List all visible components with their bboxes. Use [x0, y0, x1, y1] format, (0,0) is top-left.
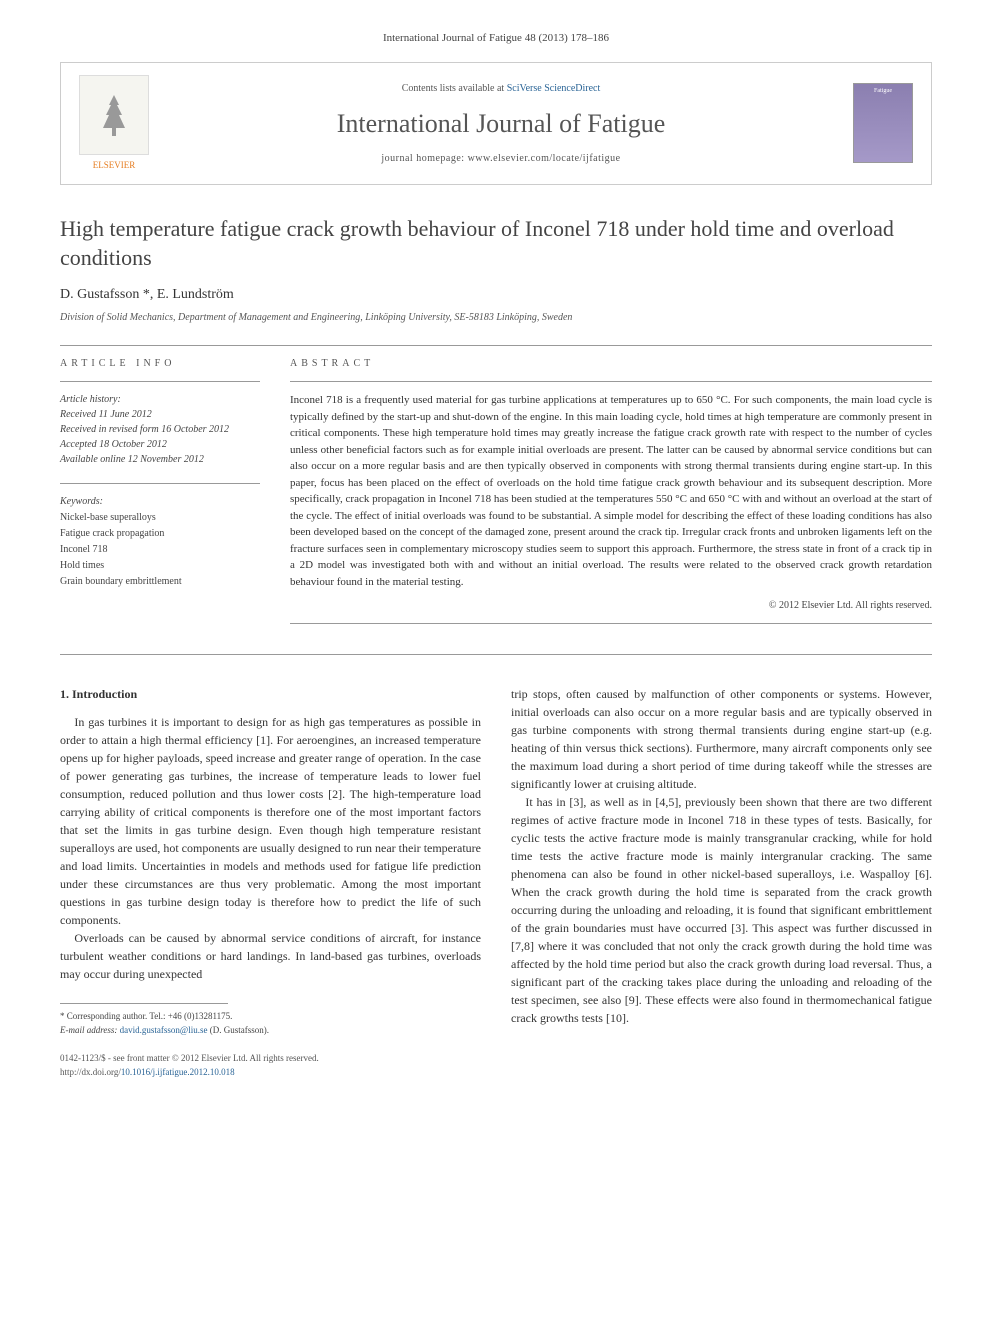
article-title: High temperature fatigue crack growth be…	[60, 215, 932, 272]
affiliation: Division of Solid Mechanics, Department …	[60, 310, 932, 325]
keyword: Grain boundary embrittlement	[60, 574, 260, 590]
divider	[60, 483, 260, 484]
online-date: Available online 12 November 2012	[60, 452, 260, 467]
divider	[60, 345, 932, 346]
publisher-name: ELSEVIER	[79, 159, 149, 173]
elsevier-logo: ELSEVIER	[79, 75, 149, 173]
right-column: trip stops, often caused by malfunction …	[511, 685, 932, 1079]
journal-reference: International Journal of Fatigue 48 (201…	[60, 30, 932, 47]
article-history: Article history: Received 11 June 2012 R…	[60, 392, 260, 467]
copyright: © 2012 Elsevier Ltd. All rights reserved…	[290, 598, 932, 613]
journal-cover-thumb: Fatigue	[853, 83, 913, 163]
doi-label: http://dx.doi.org/	[60, 1067, 121, 1077]
email-label: E-mail address:	[60, 1025, 120, 1035]
info-columns: ARTICLE INFO Article history: Received 1…	[60, 356, 932, 634]
divider	[290, 623, 932, 624]
corresponding-author-note: * Corresponding author. Tel.: +46 (0)132…	[60, 1010, 481, 1024]
sciencedirect-link[interactable]: SciVerse ScienceDirect	[507, 83, 601, 94]
keyword: Inconel 718	[60, 542, 260, 558]
keyword: Fatigue crack propagation	[60, 526, 260, 542]
abstract-column: ABSTRACT Inconel 718 is a frequently use…	[290, 356, 932, 634]
article-info-column: ARTICLE INFO Article history: Received 1…	[60, 356, 260, 634]
email-suffix: (D. Gustafsson).	[207, 1025, 269, 1035]
contents-line: Contents lists available at SciVerse Sci…	[169, 81, 833, 96]
authors: D. Gustafsson *, E. Lundström	[60, 284, 932, 305]
section-heading-intro: 1. Introduction	[60, 685, 481, 703]
divider	[290, 381, 932, 382]
keywords-label: Keywords:	[60, 494, 260, 510]
contents-prefix: Contents lists available at	[402, 83, 507, 94]
article-info-heading: ARTICLE INFO	[60, 356, 260, 371]
email-link[interactable]: david.gustafsson@liu.se	[120, 1025, 208, 1035]
bottom-meta: 0142-1123/$ - see front matter © 2012 El…	[60, 1052, 481, 1079]
header-center: Contents lists available at SciVerse Sci…	[169, 81, 833, 166]
keywords-block: Keywords: Nickel-base superalloys Fatigu…	[60, 494, 260, 590]
abstract-text: Inconel 718 is a frequently used materia…	[290, 392, 932, 590]
elsevier-tree-icon	[89, 90, 139, 140]
body-paragraph: It has in [3], as well as in [4,5], prev…	[511, 793, 932, 1027]
divider	[60, 654, 932, 655]
journal-title: International Journal of Fatigue	[169, 104, 833, 143]
body-paragraph: trip stops, often caused by malfunction …	[511, 685, 932, 793]
left-column: 1. Introduction In gas turbines it is im…	[60, 685, 481, 1079]
doi-link[interactable]: 10.1016/j.ijfatigue.2012.10.018	[121, 1067, 235, 1077]
body-paragraph: In gas turbines it is important to desig…	[60, 713, 481, 929]
journal-header: ELSEVIER Contents lists available at Sci…	[60, 62, 932, 186]
abstract-heading: ABSTRACT	[290, 356, 932, 371]
homepage-prefix: journal homepage:	[381, 153, 467, 164]
homepage-line: journal homepage: www.elsevier.com/locat…	[169, 151, 833, 166]
footnote-separator	[60, 1003, 228, 1004]
cover-label: Fatigue	[857, 87, 909, 96]
accepted-date: Accepted 18 October 2012	[60, 437, 260, 452]
issn-line: 0142-1123/$ - see front matter © 2012 El…	[60, 1052, 481, 1066]
received-date: Received 11 June 2012	[60, 407, 260, 422]
keyword: Hold times	[60, 558, 260, 574]
keyword: Nickel-base superalloys	[60, 510, 260, 526]
history-label: Article history:	[60, 392, 260, 407]
revised-date: Received in revised form 16 October 2012	[60, 422, 260, 437]
body-paragraph: Overloads can be caused by abnormal serv…	[60, 929, 481, 983]
homepage-url[interactable]: www.elsevier.com/locate/ijfatigue	[468, 153, 621, 164]
body-columns: 1. Introduction In gas turbines it is im…	[60, 685, 932, 1079]
email-footnote: E-mail address: david.gustafsson@liu.se …	[60, 1024, 481, 1038]
divider	[60, 381, 260, 382]
